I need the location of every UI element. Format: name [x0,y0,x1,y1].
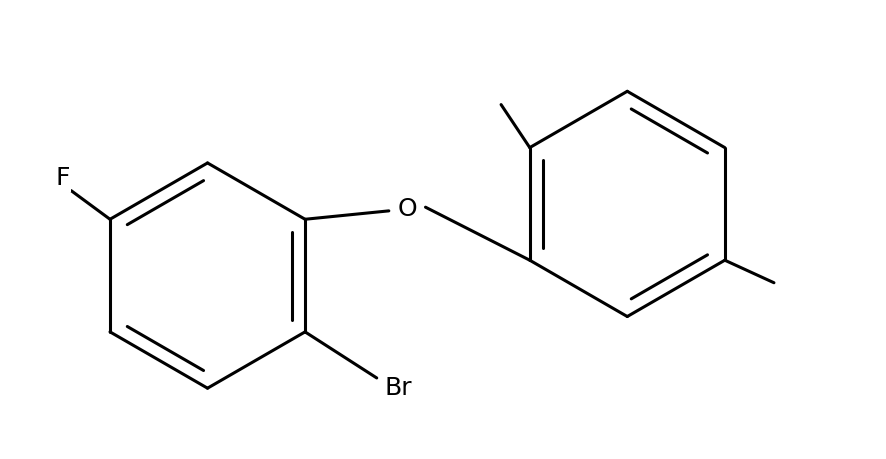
Text: F: F [56,166,70,190]
Text: O: O [397,197,417,221]
Text: Br: Br [385,376,413,400]
